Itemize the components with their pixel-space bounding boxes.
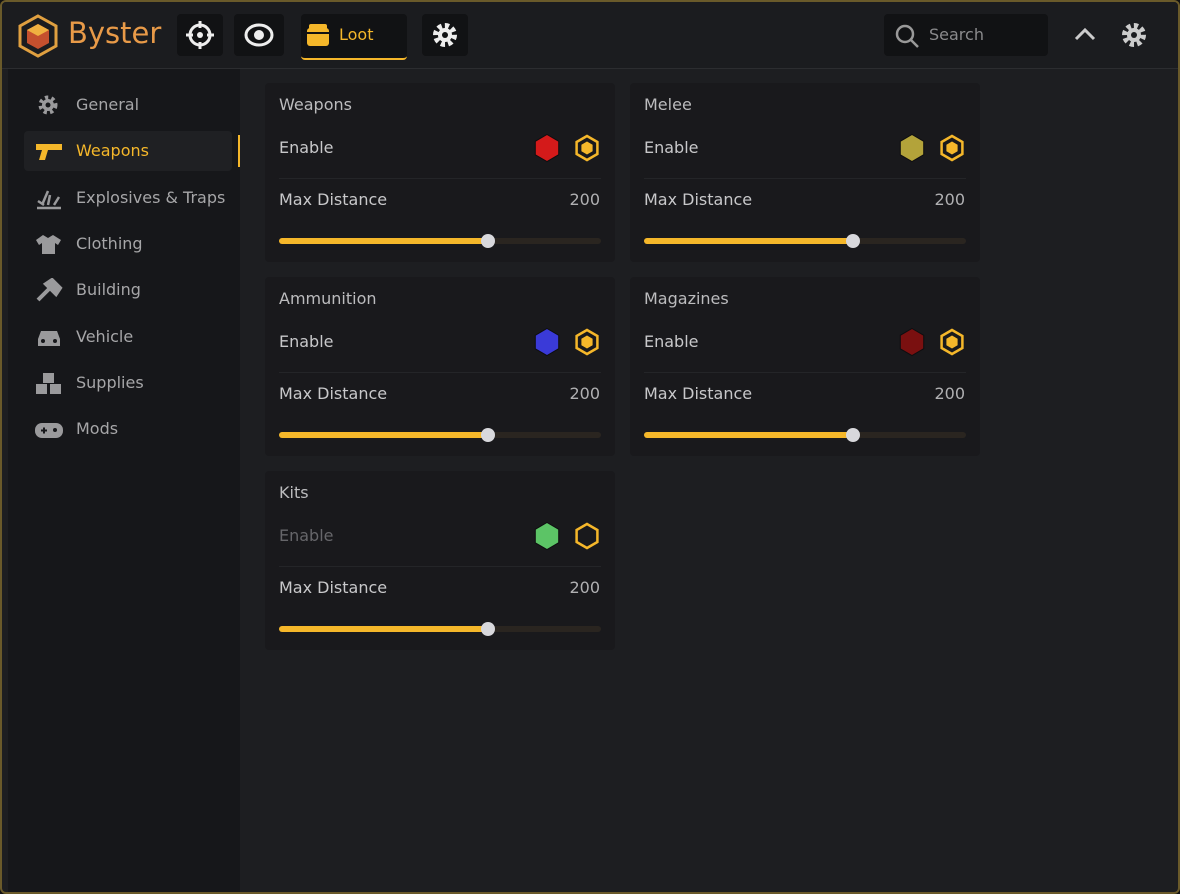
distance-value: 200 bbox=[934, 384, 965, 403]
enable-label: Enable bbox=[279, 526, 334, 545]
divider bbox=[279, 566, 601, 567]
distance-slider[interactable] bbox=[279, 428, 601, 442]
slider-fill bbox=[279, 432, 489, 438]
settings-tab[interactable] bbox=[422, 14, 468, 56]
divider bbox=[644, 178, 966, 179]
sidebar-item[interactable]: General bbox=[24, 85, 232, 125]
item-icon bbox=[37, 190, 61, 209]
sidebar-item[interactable]: Weapons bbox=[24, 131, 240, 172]
sidebar-item[interactable]: Mods bbox=[24, 409, 232, 449]
card-title: Ammunition bbox=[279, 289, 377, 308]
enable-label: Enable bbox=[279, 138, 334, 157]
slider-knob[interactable] bbox=[481, 428, 496, 442]
distance-slider[interactable] bbox=[279, 234, 601, 248]
search-placeholder: Search bbox=[929, 25, 984, 44]
item-icon bbox=[38, 330, 60, 346]
slider-fill bbox=[279, 626, 489, 632]
item-label: Explosives & Traps bbox=[76, 187, 226, 207]
slider-knob[interactable] bbox=[481, 234, 496, 248]
distance-slider[interactable] bbox=[279, 622, 601, 636]
app-name: Byster bbox=[68, 16, 162, 50]
search-box[interactable]: Search bbox=[884, 14, 1048, 56]
item-label: Supplies bbox=[76, 372, 144, 392]
item-icon bbox=[36, 234, 61, 254]
sidebar-item[interactable]: Supplies bbox=[24, 363, 232, 403]
slider-fill bbox=[644, 238, 854, 244]
distance-value: 200 bbox=[934, 190, 965, 209]
divider bbox=[279, 372, 601, 373]
distance-label: Max Distance bbox=[644, 190, 753, 209]
slider-fill bbox=[279, 238, 489, 244]
item-label: General bbox=[76, 95, 140, 114]
item-icon bbox=[36, 278, 63, 302]
enable-label: Enable bbox=[644, 332, 699, 351]
item-label: Vehicle bbox=[76, 326, 134, 346]
distance-slider[interactable] bbox=[644, 234, 966, 248]
item-label: Building bbox=[76, 280, 141, 300]
distance-value: 200 bbox=[569, 384, 600, 403]
logo bbox=[18, 14, 58, 58]
sidebar: General Weapons Explosives & Traps Clothing… bbox=[8, 69, 240, 892]
settings-card: Weapons Enable Max Distance 200 bbox=[265, 83, 615, 262]
slider-fill bbox=[644, 432, 854, 438]
distance-value: 200 bbox=[569, 190, 600, 209]
aim-tab[interactable] bbox=[177, 14, 223, 56]
sidebar-item[interactable]: Explosives & Traps bbox=[24, 178, 232, 218]
sidebar-item[interactable]: Building bbox=[24, 270, 232, 310]
distance-label: Max Distance bbox=[279, 578, 388, 597]
collapse-button[interactable] bbox=[1072, 22, 1098, 48]
slider-knob[interactable] bbox=[846, 234, 861, 248]
distance-label: Max Distance bbox=[644, 384, 753, 403]
item-label: Mods bbox=[76, 419, 119, 439]
top-bar: Byster Loot Search bbox=[2, 2, 1178, 69]
settings-card: Ammunition Enable Max Distance 200 bbox=[265, 277, 615, 456]
item-icon bbox=[36, 144, 62, 161]
slider-knob[interactable] bbox=[481, 622, 496, 636]
distance-slider[interactable] bbox=[644, 428, 966, 442]
card-title: Magazines bbox=[644, 289, 729, 308]
settings-card: Kits Enable Max Distance 200 bbox=[265, 471, 615, 650]
card-title: Weapons bbox=[279, 95, 352, 114]
slider-knob[interactable] bbox=[846, 428, 861, 442]
item-label: Weapons bbox=[76, 141, 149, 161]
card-title: Kits bbox=[279, 483, 309, 502]
item-icon bbox=[36, 372, 61, 394]
item-icon bbox=[35, 423, 63, 439]
distance-label: Max Distance bbox=[279, 384, 388, 403]
sidebar-item[interactable]: Clothing bbox=[24, 224, 232, 264]
settings-card: Melee Enable Max Distance 200 bbox=[630, 83, 980, 262]
visuals-tab[interactable] bbox=[234, 14, 284, 56]
tab-label: Loot bbox=[339, 25, 374, 44]
settings-button[interactable] bbox=[1119, 20, 1149, 50]
divider bbox=[644, 372, 966, 373]
item-icon bbox=[38, 95, 58, 115]
card-title: Melee bbox=[644, 95, 692, 114]
item-label: Clothing bbox=[76, 233, 143, 253]
sidebar-item[interactable]: Vehicle bbox=[24, 317, 232, 357]
settings-card: Magazines Enable Max Distance 200 bbox=[630, 277, 980, 456]
divider bbox=[279, 178, 601, 179]
distance-label: Max Distance bbox=[279, 190, 388, 209]
enable-label: Enable bbox=[644, 138, 699, 157]
distance-value: 200 bbox=[569, 578, 600, 597]
enable-label: Enable bbox=[279, 332, 334, 351]
loot-tab[interactable]: Loot bbox=[301, 14, 407, 60]
